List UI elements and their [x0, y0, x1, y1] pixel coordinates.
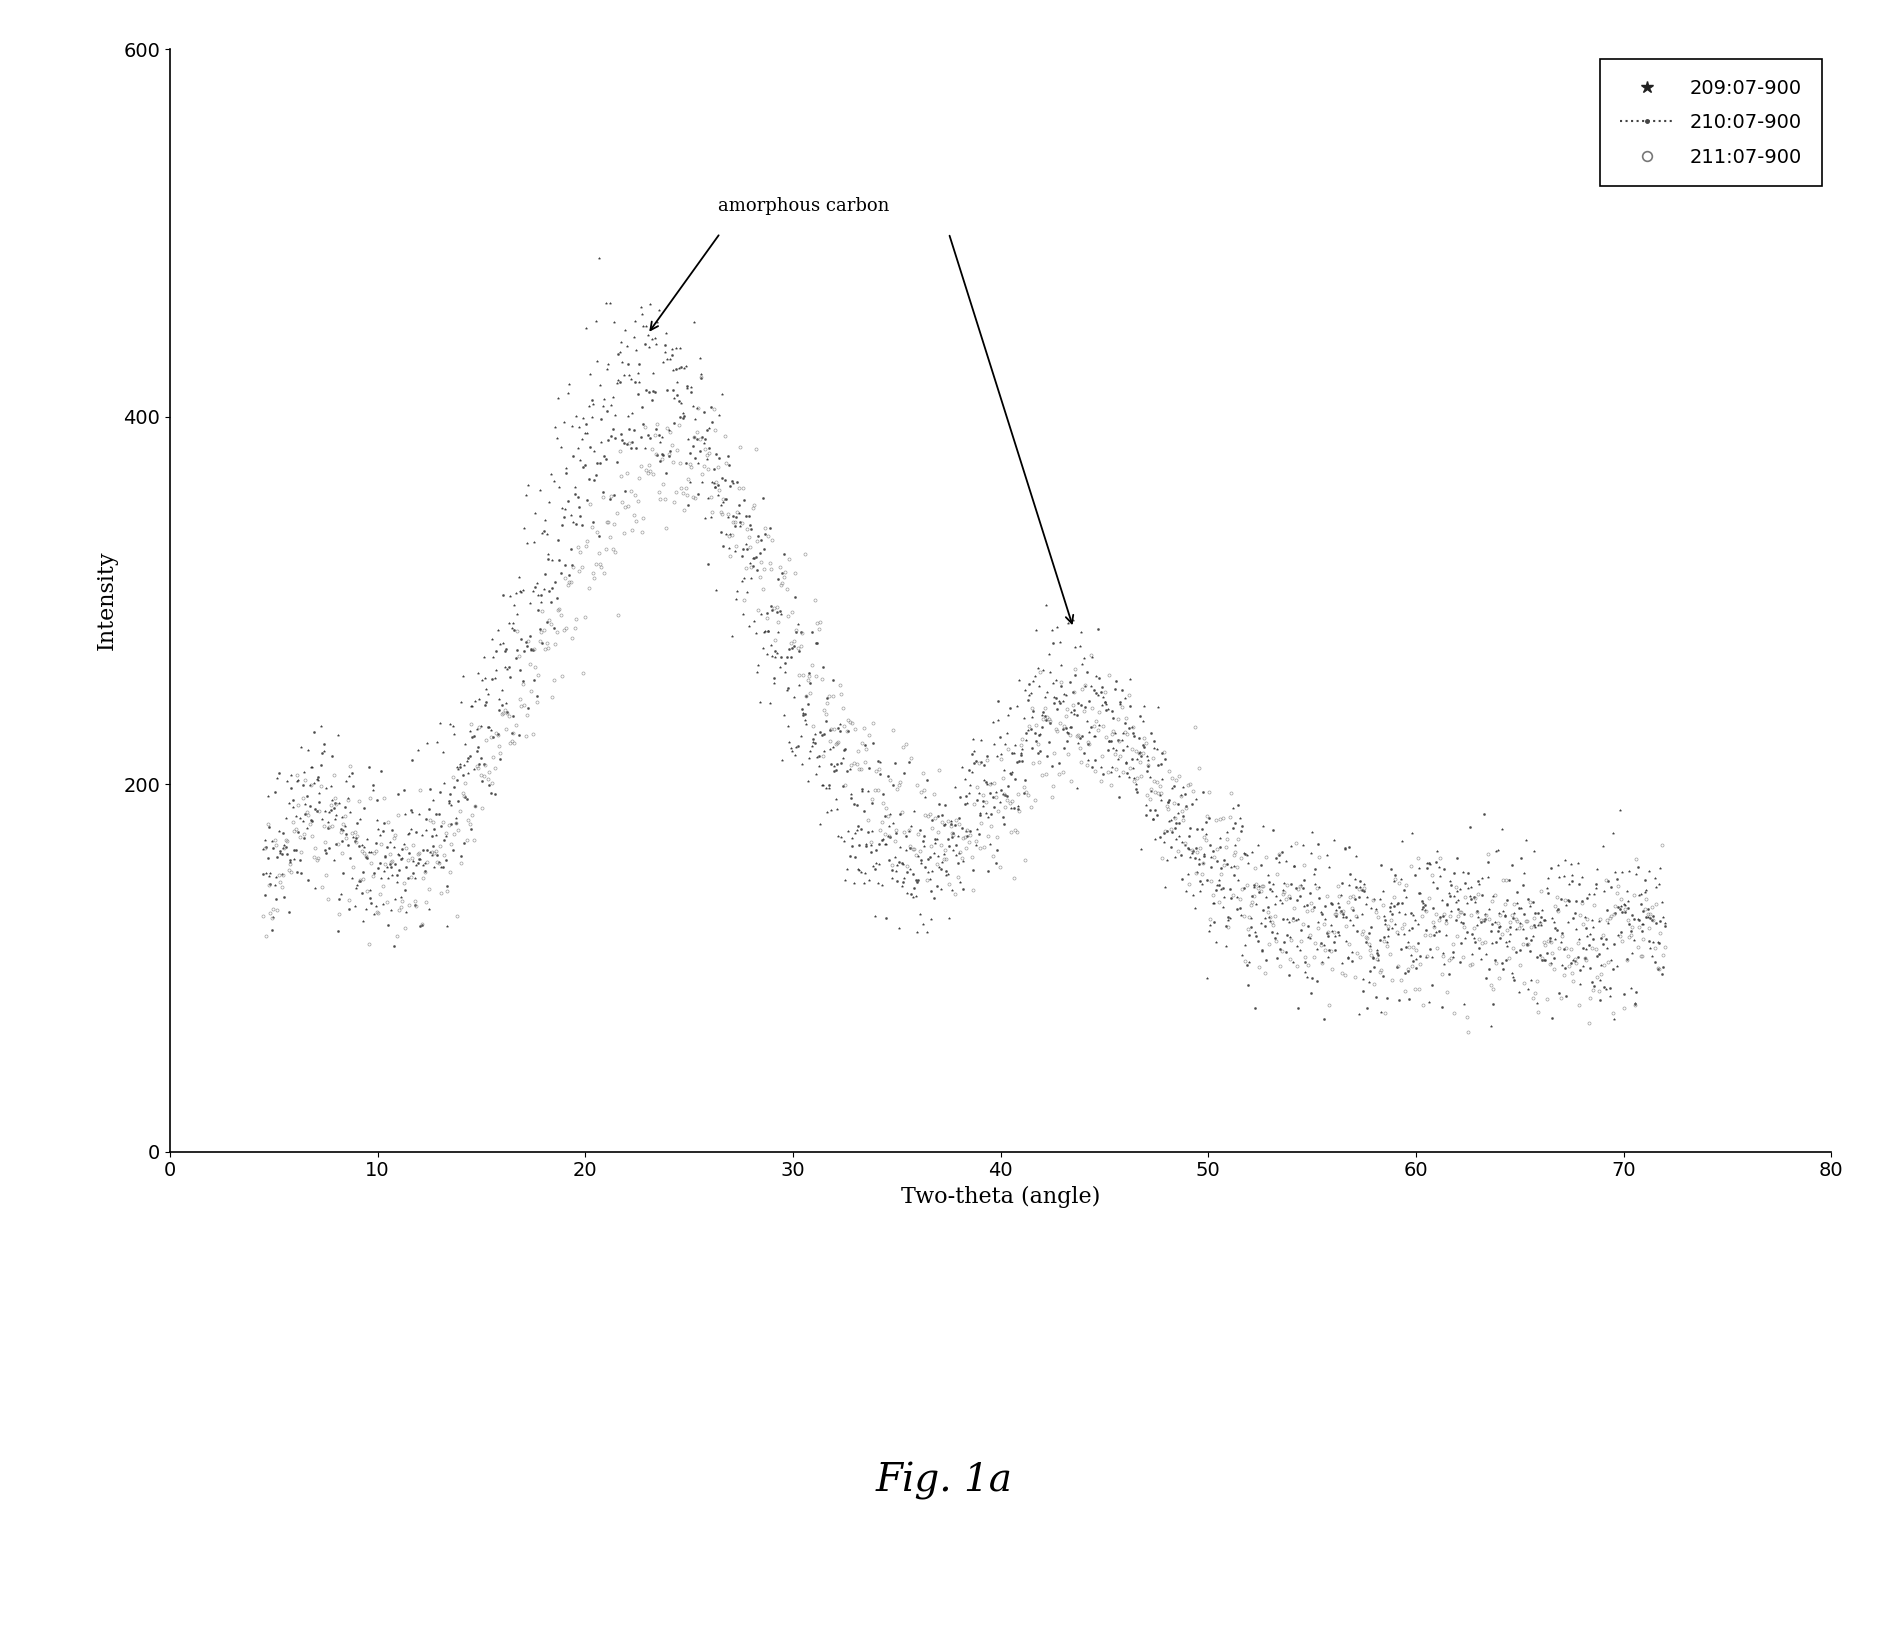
- 211:07-900: [1216, 829, 1239, 849]
- 210:07-900: [634, 334, 657, 354]
- 209:07-900: [587, 248, 610, 268]
- 209:07-900: [819, 799, 842, 819]
- 210:07-900: [1348, 887, 1371, 906]
- 210:07-900: [1312, 1008, 1335, 1028]
- 210:07-900: [870, 831, 893, 850]
- 209:07-900: [1371, 882, 1393, 901]
- Legend: 209:07-900, 210:07-900, 211:07-900: 209:07-900, 210:07-900, 211:07-900: [1601, 59, 1822, 186]
- 210:07-900: [819, 755, 842, 775]
- 211:07-900: [1371, 895, 1393, 915]
- X-axis label: Two-theta (angle): Two-theta (angle): [901, 1186, 1101, 1207]
- 211:07-900: [1346, 943, 1369, 962]
- 209:07-900: [251, 839, 276, 859]
- 210:07-900: [251, 864, 276, 883]
- Line: 211:07-900: 211:07-900: [262, 375, 1665, 1033]
- 211:07-900: [395, 837, 417, 857]
- Line: 210:07-900: 210:07-900: [262, 342, 1665, 1020]
- 211:07-900: [819, 719, 842, 739]
- 209:07-900: [395, 901, 417, 921]
- 211:07-900: [251, 906, 276, 926]
- Line: 209:07-900: 209:07-900: [262, 257, 1665, 1026]
- 209:07-900: [1216, 822, 1239, 842]
- 210:07-900: [1216, 854, 1239, 873]
- 210:07-900: [1654, 916, 1677, 936]
- 210:07-900: [1373, 926, 1395, 946]
- 211:07-900: [689, 367, 712, 387]
- 211:07-900: [1654, 938, 1677, 957]
- 209:07-900: [870, 875, 893, 895]
- Text: amorphous carbon: amorphous carbon: [717, 197, 889, 214]
- 211:07-900: [1458, 1023, 1480, 1043]
- 209:07-900: [1480, 1015, 1503, 1035]
- 210:07-900: [395, 857, 417, 877]
- 209:07-900: [1654, 913, 1677, 933]
- Text: Fig. 1a: Fig. 1a: [876, 1461, 1012, 1500]
- Y-axis label: Intensity: Intensity: [96, 551, 117, 650]
- 209:07-900: [1346, 908, 1369, 928]
- 211:07-900: [870, 813, 893, 832]
